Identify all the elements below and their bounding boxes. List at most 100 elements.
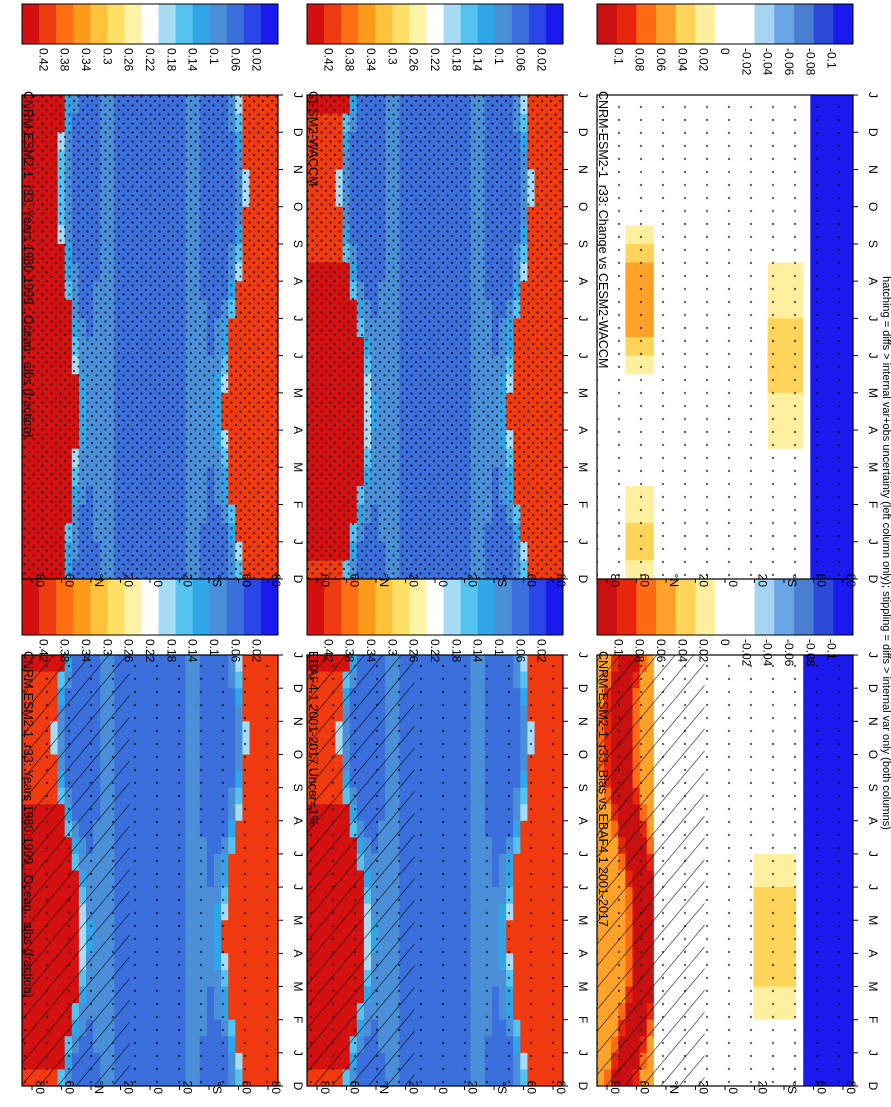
- colorbar-label: 0.42: [36, 639, 50, 663]
- y-tick-label: 20: [466, 1081, 480, 1095]
- colorbar-label: -0.06: [782, 48, 796, 76]
- x-tick-label: D: [576, 684, 590, 693]
- colorbar-label: 0.06: [654, 639, 668, 663]
- x-tick-label: O: [576, 202, 590, 211]
- colorbar-cell: [107, 4, 125, 44]
- y-tick-label: 60: [815, 1081, 829, 1095]
- colorbar-label: 0: [718, 639, 732, 646]
- y-tick-label: 60: [638, 1081, 652, 1095]
- colorbar-cell: [545, 4, 564, 44]
- y-tick-label: 0: [436, 1087, 450, 1094]
- colorbar-cell: [477, 4, 496, 44]
- x-tick-label: J: [291, 92, 305, 98]
- x-tick-label: J: [576, 353, 590, 359]
- colorbar-label: 0.38: [343, 48, 357, 72]
- colorbar-label: 0.02: [535, 639, 549, 663]
- y-tick-label: 60: [348, 574, 362, 588]
- x-tick-label: J: [576, 539, 590, 545]
- x-tick-label: F: [291, 501, 305, 508]
- x-tick-label: S: [866, 784, 880, 792]
- colorbar-label: 0.1: [611, 639, 625, 656]
- colorbar-label: 0.3: [100, 639, 114, 656]
- chart-title: EBAF4.1 2001-2017 Uncer=1%: [306, 651, 320, 826]
- x-tick-label: J: [576, 315, 590, 321]
- y-tick-label: 80: [33, 574, 47, 588]
- x-tick-label: A: [576, 277, 590, 285]
- x-tick-label: N: [866, 717, 880, 726]
- colorbar-label: 0.14: [186, 48, 200, 72]
- colorbar-label: 0.38: [58, 639, 72, 663]
- heatmap-field: [22, 655, 278, 1086]
- x-tick-label: D: [576, 575, 590, 584]
- y-tick-label: 80: [269, 1081, 283, 1095]
- colorbar-label: 0.06: [654, 48, 668, 72]
- colorbar-cell: [675, 4, 696, 44]
- colorbar-label: 0.34: [79, 48, 93, 72]
- y-tick-label: 80: [318, 1081, 332, 1095]
- colorbar-label: 0.18: [164, 48, 178, 72]
- y-tick-label: 60: [63, 1081, 77, 1095]
- x-tick-label: S: [291, 240, 305, 248]
- y-tick-label: 60: [815, 574, 829, 588]
- colorbar-cell: [597, 4, 618, 44]
- colorbar-label: 0.08: [633, 639, 647, 663]
- colorbar-label: -0.08: [803, 639, 817, 667]
- x-tick-label: A: [291, 817, 305, 825]
- x-tick-label: F: [576, 501, 590, 508]
- x-tick-label: O: [576, 750, 590, 759]
- y-tick-label: 80: [318, 574, 332, 588]
- colorbar-label: 0.14: [186, 639, 200, 663]
- colorbar-label: 0.02: [535, 48, 549, 72]
- colorbar-label: 0.3: [100, 48, 114, 65]
- x-tick-label: M: [866, 982, 880, 992]
- y-tick-label: 60: [525, 574, 539, 588]
- colorbar-cell: [226, 4, 245, 44]
- y-tick-label: 80: [269, 574, 283, 588]
- x-tick-label: D: [291, 575, 305, 584]
- x-tick-label: J: [866, 851, 880, 857]
- colorbar-cell: [209, 4, 228, 44]
- chart-title: CNRM-ESM2-1_r33: Change vs CESM2-WACCM: [596, 91, 610, 368]
- y-tick-label: °N: [377, 574, 391, 587]
- x-tick-label: M: [576, 462, 590, 472]
- y-tick-label: 20: [466, 574, 480, 588]
- colorbar-label: 0.42: [36, 48, 50, 72]
- colorbar-cell: [124, 4, 142, 44]
- colorbar-label: 0.26: [122, 639, 136, 663]
- x-tick-label: F: [866, 1016, 880, 1023]
- y-tick-label: 80: [844, 574, 858, 588]
- x-tick-label: J: [866, 315, 880, 321]
- x-tick-label: N: [291, 717, 305, 726]
- x-tick-label: M: [866, 915, 880, 925]
- x-tick-label: J: [291, 315, 305, 321]
- colorbar-cell: [243, 4, 262, 44]
- colorbar-cell: [341, 4, 359, 44]
- y-tick-label: °N: [377, 1081, 391, 1094]
- colorbar-label: 0.02: [697, 48, 711, 72]
- x-tick-label: J: [866, 884, 880, 890]
- colorbar-cell: [616, 4, 637, 44]
- x-tick-label: M: [866, 462, 880, 472]
- chart-panel-5: D J F M A M J J A S O N D J 80 60 °N 20 0 20 °S 60 80 CNRM-ESM2…: [596, 480, 880, 1095]
- chart-title: CNRM-ESM2-1_r33: Years 1980-1999 : Ocean…: [21, 91, 35, 438]
- x-tick-label: A: [576, 817, 590, 825]
- y-tick-label: 60: [240, 1081, 254, 1095]
- colorbar-cell: [715, 4, 736, 44]
- colorbar-cell: [358, 4, 376, 44]
- y-tick-label: 20: [407, 574, 421, 588]
- x-tick-label: D: [866, 128, 880, 137]
- x-tick-label: A: [866, 277, 880, 285]
- y-tick-label: 80: [33, 1081, 47, 1095]
- colorbar-cell: [409, 4, 427, 44]
- colorbar-label: 0.22: [428, 639, 442, 663]
- x-tick-label: J: [576, 652, 590, 658]
- colorbar-label: 0.1: [611, 48, 625, 65]
- x-tick-label: D: [866, 575, 880, 584]
- x-tick-label: O: [866, 202, 880, 211]
- x-tick-label: M: [576, 915, 590, 925]
- x-tick-label: D: [576, 128, 590, 137]
- x-tick-label: N: [866, 165, 880, 174]
- y-tick-label: 60: [638, 574, 652, 588]
- y-tick-label: 0: [726, 1087, 740, 1094]
- x-tick-label: D: [291, 1082, 305, 1091]
